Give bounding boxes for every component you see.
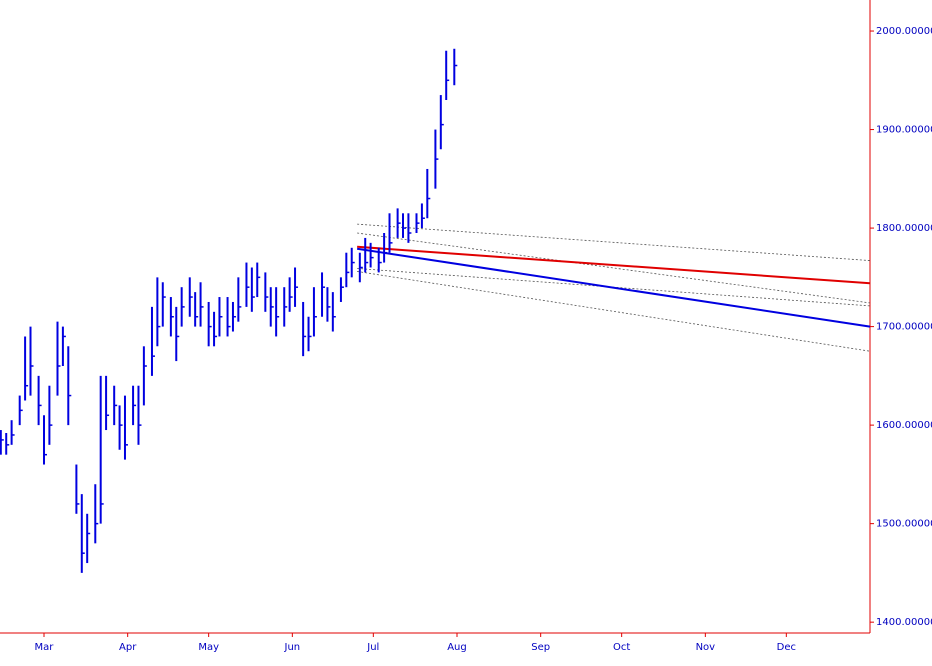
y-tick-label: 1900.00000 <box>876 125 932 136</box>
channel-line <box>357 232 871 304</box>
y-tick-label: 1600.00000 <box>876 420 932 431</box>
trend-line <box>357 245 871 285</box>
y-tick-label: 1400.00000 <box>876 617 932 628</box>
y-tick-label: 1700.00000 <box>876 322 932 333</box>
y-tick-label: 1800.00000 <box>876 223 932 234</box>
x-tick-label: Oct <box>613 642 630 653</box>
x-tick-label: Dec <box>777 642 796 653</box>
y-tick-label: 2000.00000 <box>876 26 932 37</box>
channel-line <box>357 223 871 261</box>
trend-line <box>356 247 871 328</box>
x-tick-label: Jun <box>284 642 301 653</box>
x-tick-label: Nov <box>696 642 716 653</box>
x-tick-label: Jul <box>366 642 379 653</box>
y-tick-label: 1500.00000 <box>876 519 932 530</box>
x-tick-label: Mar <box>35 642 55 653</box>
x-tick-label: May <box>198 642 219 653</box>
channel-line <box>357 271 871 352</box>
x-tick-label: Aug <box>447 642 467 653</box>
x-tick-label: Apr <box>119 642 137 653</box>
x-tick-label: Sep <box>531 642 550 653</box>
